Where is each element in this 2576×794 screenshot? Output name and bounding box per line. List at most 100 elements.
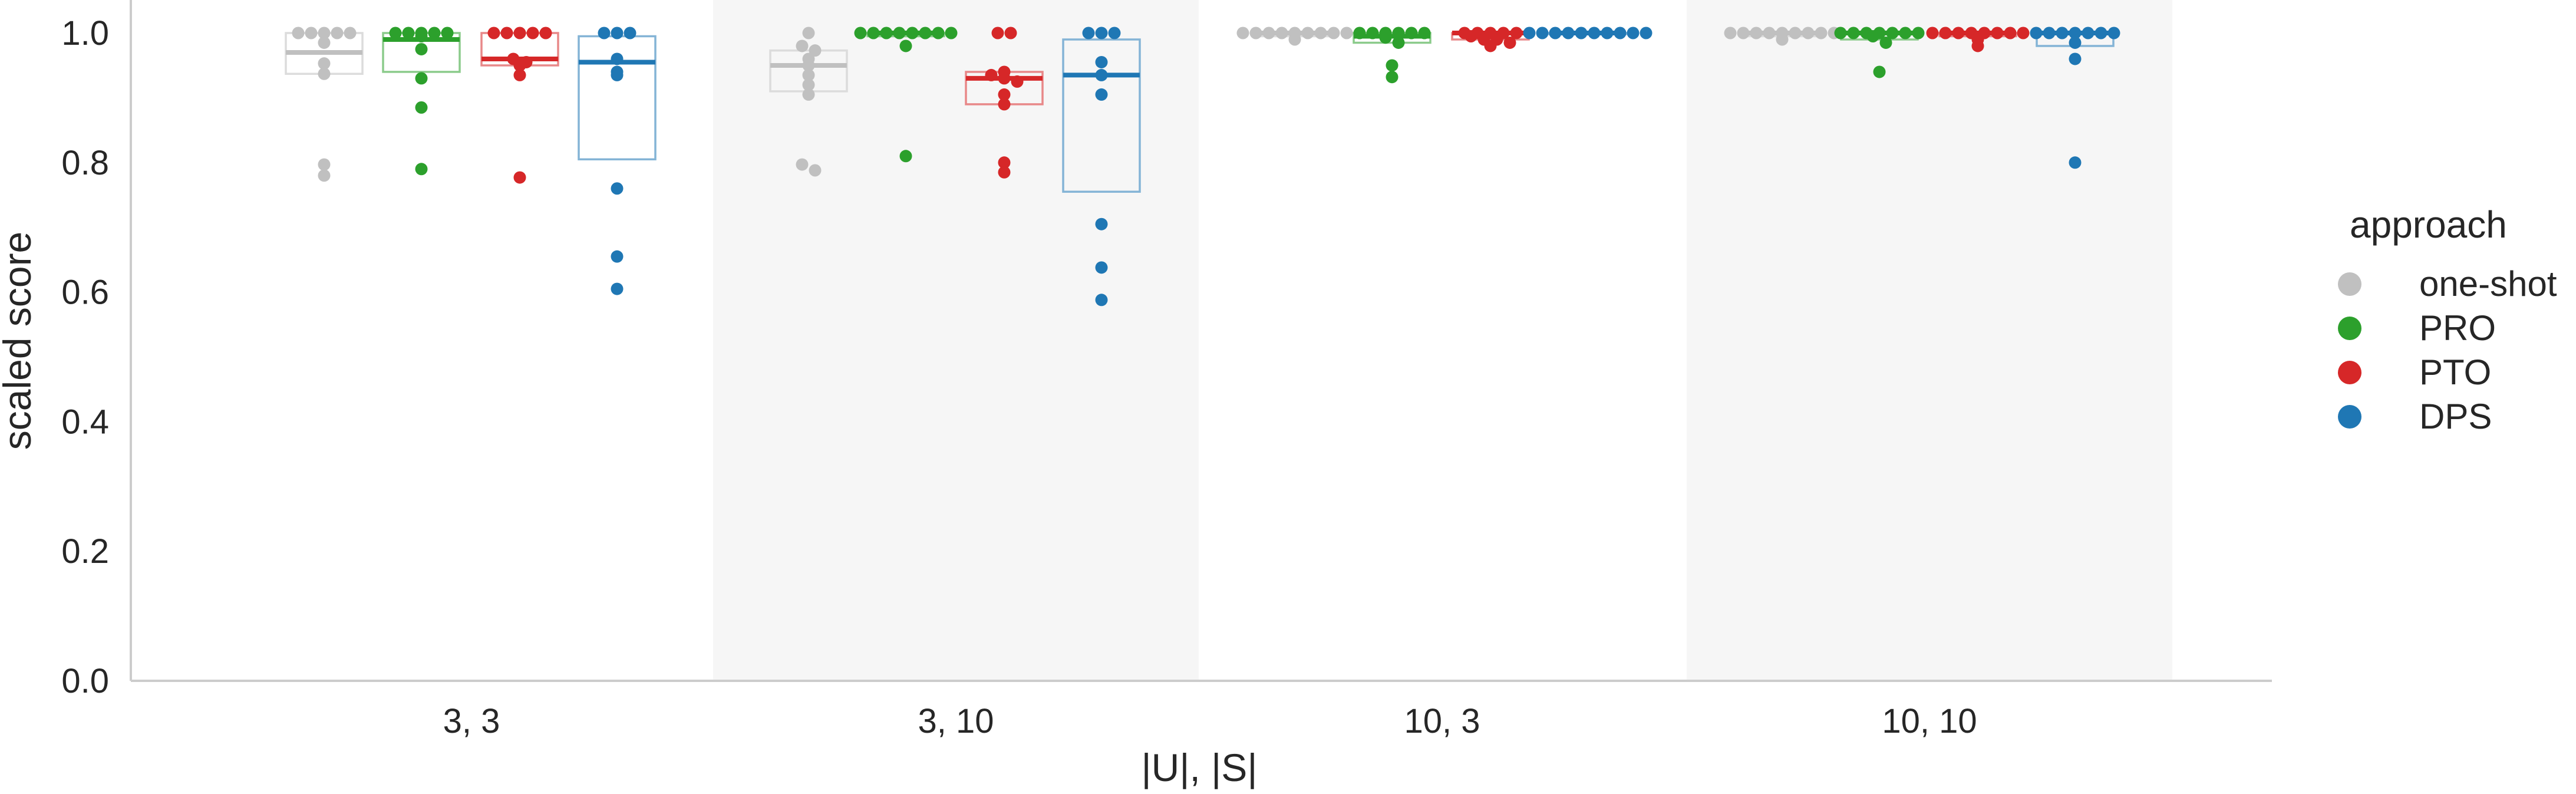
data-point — [1601, 27, 1614, 39]
data-point — [2107, 27, 2120, 39]
data-point — [1011, 75, 1024, 88]
point-layer — [292, 27, 2120, 307]
data-point — [1327, 27, 1340, 39]
data-point — [880, 27, 893, 39]
data-point — [513, 59, 526, 72]
data-point — [2069, 156, 2082, 169]
data-point — [2069, 27, 2082, 39]
legend-marker — [2338, 405, 2361, 429]
data-point — [611, 68, 624, 81]
data-point — [998, 88, 1011, 101]
data-point — [1262, 27, 1275, 39]
data-point — [1095, 88, 1108, 101]
data-point — [1952, 27, 1965, 39]
data-point — [611, 27, 624, 39]
legend-label: one-shot — [2419, 264, 2557, 304]
group-band-2 — [713, 0, 1199, 681]
data-point — [1763, 27, 1776, 39]
data-point — [1405, 27, 1418, 39]
data-point — [1724, 27, 1737, 39]
data-point — [513, 68, 526, 81]
data-point — [318, 27, 331, 39]
data-point — [1971, 39, 1984, 52]
data-point — [1627, 27, 1640, 39]
data-point — [415, 163, 428, 176]
data-point — [2082, 27, 2095, 39]
data-point — [1236, 27, 1249, 39]
data-point — [945, 27, 958, 39]
legend-label: PTO — [2419, 352, 2491, 392]
data-point — [487, 27, 500, 39]
data-point — [1939, 27, 1952, 39]
data-point — [598, 27, 611, 39]
x-tick-label: 3, 3 — [443, 702, 500, 740]
data-point — [854, 27, 867, 39]
data-point — [1789, 27, 1802, 39]
data-point — [802, 78, 815, 91]
data-point — [318, 36, 331, 49]
data-point — [1510, 27, 1523, 39]
data-point — [1802, 27, 1815, 39]
data-point — [991, 27, 1004, 39]
data-point — [796, 39, 809, 52]
data-point — [1815, 27, 1828, 39]
data-point — [513, 27, 526, 39]
legend-title: approach — [2350, 203, 2507, 246]
data-point — [1866, 29, 1879, 42]
legend-marker — [2338, 317, 2361, 340]
data-point — [441, 27, 454, 39]
y-axis-title: scaled score — [0, 232, 39, 450]
data-point — [611, 182, 624, 195]
data-point — [344, 27, 357, 39]
data-point — [1750, 27, 1763, 39]
data-point — [998, 156, 1011, 169]
data-point — [1418, 27, 1431, 39]
data-point — [1640, 27, 1653, 39]
data-point — [1095, 27, 1108, 39]
data-point — [867, 27, 880, 39]
data-point — [919, 27, 932, 39]
data-point — [292, 27, 305, 39]
data-point — [1536, 27, 1549, 39]
group-band-4 — [1687, 0, 2172, 681]
data-point — [1095, 261, 1108, 274]
data-point — [802, 88, 815, 101]
y-tick-label: 0.8 — [61, 144, 109, 182]
data-point — [331, 27, 344, 39]
legend-label: DPS — [2419, 397, 2492, 436]
data-point — [932, 27, 945, 39]
y-tick-label: 1.0 — [61, 14, 109, 52]
data-point — [318, 169, 331, 182]
data-point — [906, 27, 919, 39]
legend-label: PRO — [2419, 308, 2496, 348]
data-point — [1834, 27, 1847, 39]
data-point — [1899, 27, 1912, 39]
data-point — [1095, 68, 1108, 81]
x-axis-title: |U|, |S| — [1142, 746, 1258, 789]
data-point — [1575, 27, 1588, 39]
data-point — [802, 68, 815, 81]
data-point — [500, 27, 513, 39]
data-point — [2069, 36, 2082, 49]
data-point — [1523, 27, 1536, 39]
legend-marker — [2338, 361, 2361, 384]
data-point — [2095, 27, 2107, 39]
data-point — [1886, 27, 1899, 39]
data-point — [415, 72, 428, 85]
data-point — [1776, 33, 1789, 46]
data-point — [1386, 59, 1399, 72]
data-point — [1991, 27, 2004, 39]
data-point — [318, 57, 331, 70]
data-point — [899, 150, 912, 163]
data-point — [1095, 294, 1108, 307]
data-point — [2043, 27, 2056, 39]
data-point — [1288, 33, 1301, 46]
data-point — [802, 59, 815, 72]
data-point — [318, 67, 331, 80]
data-point — [1926, 27, 1939, 39]
data-point — [2069, 52, 2082, 65]
data-point — [1465, 29, 1477, 42]
data-point — [2004, 27, 2017, 39]
data-point — [1095, 218, 1108, 230]
